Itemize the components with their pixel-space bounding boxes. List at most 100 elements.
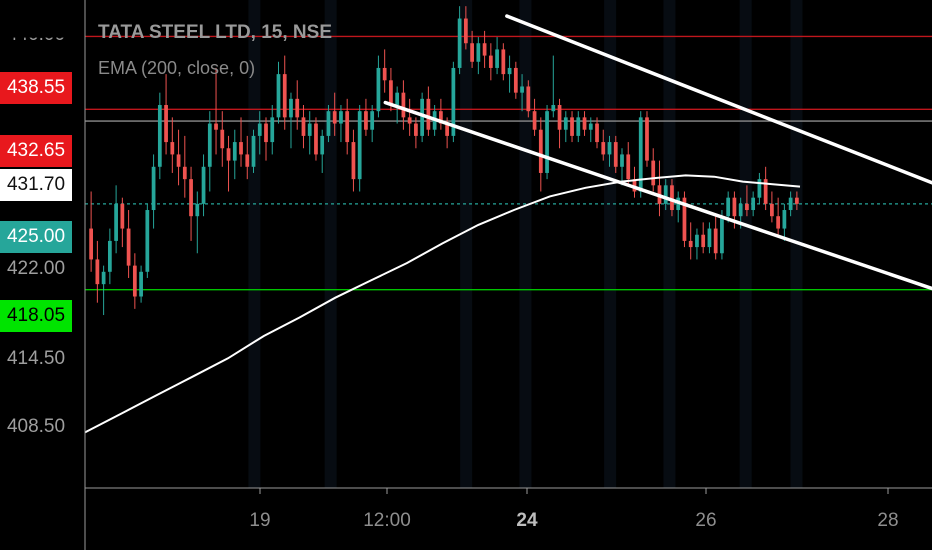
candle-body bbox=[601, 142, 606, 155]
candle-body bbox=[645, 117, 649, 161]
candle-body bbox=[226, 148, 231, 161]
candle-body bbox=[157, 105, 162, 167]
candle-body bbox=[232, 142, 237, 161]
candle-body bbox=[320, 135, 325, 155]
candle-body bbox=[632, 179, 637, 192]
price-tag: 425.00 bbox=[0, 221, 72, 253]
candle-body bbox=[563, 117, 568, 130]
candle-body bbox=[670, 185, 674, 211]
candle-body bbox=[132, 265, 137, 297]
candle-body bbox=[251, 135, 256, 167]
candle-body bbox=[688, 240, 693, 248]
price-tick-label: 422.00 bbox=[6, 258, 66, 279]
candle-body bbox=[345, 111, 350, 143]
candle-body bbox=[414, 123, 418, 136]
candle-body bbox=[289, 98, 293, 118]
candle-body bbox=[720, 216, 724, 254]
candle-body bbox=[276, 74, 281, 118]
candle-body bbox=[151, 166, 156, 211]
candle-body bbox=[314, 123, 318, 155]
candle-body bbox=[588, 123, 593, 130]
price-tick-label: 414.50 bbox=[6, 348, 66, 369]
candle-body bbox=[738, 203, 743, 217]
candle-body bbox=[395, 92, 400, 106]
candle-body bbox=[407, 117, 412, 124]
time-tick-label: 24 bbox=[516, 510, 538, 531]
candle-body bbox=[526, 86, 531, 112]
candle-body bbox=[745, 203, 749, 211]
candle-body bbox=[770, 203, 774, 217]
candle-body bbox=[182, 166, 187, 180]
candle-body bbox=[463, 18, 468, 44]
candle-body bbox=[613, 142, 618, 167]
candle-body bbox=[595, 123, 599, 143]
candle-body bbox=[757, 179, 762, 198]
candle-body bbox=[257, 123, 262, 136]
candle-body bbox=[101, 271, 106, 285]
trendline bbox=[505, 14, 932, 185]
candle-body bbox=[351, 142, 356, 180]
session-band bbox=[604, 0, 617, 488]
candle-body bbox=[638, 117, 643, 192]
candle-body bbox=[726, 197, 731, 217]
candle-body bbox=[176, 154, 181, 167]
indicator-legend[interactable]: EMA (200, close, 0) bbox=[98, 58, 256, 78]
candle-body bbox=[220, 129, 225, 149]
candle-body bbox=[626, 154, 631, 180]
candle-body bbox=[295, 98, 300, 118]
time-tick-label: 28 bbox=[877, 510, 899, 531]
candle-body bbox=[576, 117, 581, 136]
candle-body bbox=[214, 123, 218, 130]
candle-body bbox=[95, 259, 100, 285]
candle-body bbox=[270, 117, 275, 143]
candle-body bbox=[420, 98, 425, 136]
candle-body bbox=[264, 123, 268, 143]
candle-body bbox=[751, 197, 756, 211]
candle-body bbox=[89, 228, 93, 260]
candle-body bbox=[557, 105, 562, 130]
candle-body bbox=[451, 67, 456, 136]
candle-body bbox=[457, 18, 462, 68]
candle-body bbox=[245, 154, 250, 167]
time-tick-label: 19 bbox=[249, 510, 271, 531]
price-tag: 438.55 bbox=[0, 72, 72, 104]
ema-200-line bbox=[84, 174, 801, 434]
candle-body bbox=[501, 49, 506, 75]
candle-body bbox=[339, 111, 343, 124]
trendline-group bbox=[383, 14, 932, 291]
candle-body bbox=[382, 67, 387, 81]
candle-body bbox=[513, 67, 518, 93]
candle-body bbox=[776, 216, 781, 229]
candle-body bbox=[732, 197, 737, 217]
price-tag: 431.70 bbox=[0, 169, 72, 201]
candle-body bbox=[445, 123, 449, 136]
candle-body bbox=[695, 234, 699, 248]
candle-body bbox=[332, 111, 337, 124]
candle-body bbox=[532, 111, 537, 130]
candle-body bbox=[376, 67, 381, 112]
candle-body bbox=[488, 55, 493, 68]
candle-body bbox=[620, 154, 624, 167]
candle-body bbox=[538, 129, 543, 173]
time-tick-label: 12:00 bbox=[363, 510, 411, 531]
candle-body bbox=[370, 111, 375, 130]
session-band bbox=[324, 0, 337, 488]
candle-body bbox=[195, 203, 200, 217]
candle-body bbox=[788, 197, 793, 211]
time-axis-ticks bbox=[259, 488, 889, 494]
candle-body bbox=[170, 142, 175, 155]
candle-body bbox=[189, 179, 193, 217]
candle-body bbox=[482, 43, 487, 56]
candle-body bbox=[607, 142, 612, 155]
trendline bbox=[383, 100, 932, 291]
candle-body bbox=[495, 49, 499, 68]
candle-body bbox=[145, 210, 150, 272]
candle-body bbox=[401, 92, 406, 118]
candle-body bbox=[701, 234, 706, 248]
candle-body bbox=[763, 179, 768, 204]
candle-body bbox=[307, 123, 312, 136]
candle-body bbox=[713, 228, 718, 254]
candle-body bbox=[476, 43, 481, 62]
price-tick-label: 408.50 bbox=[6, 416, 66, 437]
